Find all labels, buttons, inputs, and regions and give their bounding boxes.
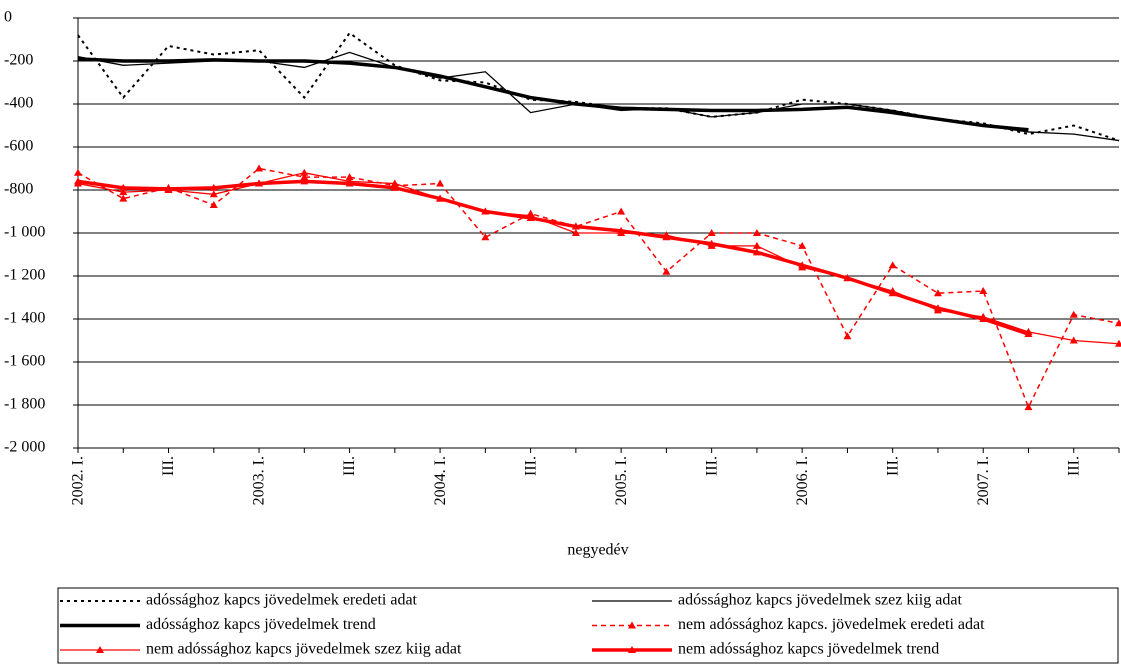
marker: [843, 274, 852, 282]
y-tick-label: -1 800: [4, 396, 45, 413]
x-tick-label: III.: [341, 456, 358, 476]
legend-marker: [628, 646, 636, 653]
marker: [662, 267, 671, 275]
x-tick-label: III.: [1065, 456, 1082, 476]
marker: [300, 173, 309, 181]
legend-label: adóssághoz kapcs jövedelmek eredeti adat: [146, 592, 418, 609]
y-tick-label: 0: [4, 9, 12, 26]
marker: [481, 207, 490, 215]
marker: [164, 184, 173, 192]
y-tick-label: -800: [4, 181, 33, 198]
series-line: [77, 179, 1030, 336]
marker: [571, 229, 580, 236]
marker: [752, 241, 761, 249]
marker: [888, 289, 897, 297]
x-axis-title: negyedév: [567, 542, 628, 559]
marker: [390, 179, 399, 187]
x-tick-label: III.: [703, 456, 720, 476]
marker: [74, 177, 82, 185]
marker: [119, 188, 128, 196]
marker: [979, 315, 988, 322]
y-tick-label: -1 600: [4, 353, 45, 370]
marker: [300, 177, 309, 185]
y-tick-label: -200: [4, 52, 33, 69]
marker: [436, 179, 445, 187]
y-tick-label: -600: [4, 138, 33, 155]
marker: [1115, 339, 1121, 347]
x-tick-label: III.: [160, 456, 177, 476]
legend-label: nem adóssághoz kapcs jövedelmek szez kii…: [146, 641, 462, 658]
y-tick-label: -1 000: [4, 224, 45, 241]
legend-label: adóssághoz kapcs jövedelmek trend: [146, 616, 376, 633]
y-tick-label: -2 000: [4, 439, 45, 456]
y-tick-label: -1 200: [4, 267, 45, 284]
marker: [617, 226, 626, 234]
marker: [1069, 336, 1078, 344]
series-line: [77, 51, 1120, 142]
marker: [255, 164, 264, 172]
legend-label: nem adóssághoz kapcs. jövedelmek eredeti…: [678, 616, 985, 633]
marker: [617, 207, 626, 215]
x-tick-label: III.: [522, 456, 539, 476]
marker: [436, 194, 445, 202]
marker: [707, 239, 716, 247]
series-line: [77, 31, 1120, 142]
marker: [979, 287, 988, 295]
series-line: [77, 172, 1120, 345]
marker: [390, 183, 399, 191]
marker: [1024, 330, 1033, 338]
legend-label: nem adóssághoz kapcs jövedelmek trend: [678, 641, 939, 658]
marker: [571, 222, 580, 230]
legend-marker: [628, 621, 636, 629]
marker: [1069, 310, 1078, 318]
marker: [345, 179, 354, 187]
x-tick-label: 2003. I.: [251, 456, 268, 505]
marker: [798, 241, 807, 249]
marker: [209, 201, 218, 209]
series-line: [77, 57, 1029, 132]
marker: [843, 332, 852, 340]
x-tick-label: 2006. I.: [794, 456, 811, 505]
x-tick-label: 2002. I.: [70, 456, 87, 505]
marker: [526, 213, 535, 221]
legend-marker: [96, 646, 104, 653]
y-tick-label: -400: [4, 95, 33, 112]
marker: [707, 229, 716, 236]
marker: [752, 229, 761, 236]
marker: [752, 248, 761, 256]
marker: [119, 194, 128, 202]
marker: [933, 304, 942, 312]
marker: [300, 168, 309, 176]
marker: [1024, 403, 1033, 411]
legend-label: adóssághoz kapcs jövedelmek szez kiig ad…: [678, 592, 962, 609]
marker: [345, 173, 354, 181]
marker: [255, 179, 264, 187]
marker: [798, 261, 807, 269]
marker: [119, 183, 128, 191]
marker: [481, 233, 490, 241]
series-line: [77, 167, 1120, 410]
x-tick-label: 2007. I.: [975, 456, 992, 505]
x-tick-label: III.: [884, 456, 901, 476]
y-tick-label: -1 400: [4, 310, 45, 327]
marker: [209, 190, 218, 198]
marker: [933, 289, 942, 297]
marker: [662, 233, 671, 241]
marker: [209, 183, 218, 191]
x-tick-label: 2004. I.: [432, 456, 449, 505]
marker: [888, 261, 897, 269]
marker: [1115, 319, 1121, 327]
legend-box: [57, 587, 1119, 664]
marker: [74, 168, 82, 176]
x-tick-label: 2005. I.: [613, 456, 630, 505]
